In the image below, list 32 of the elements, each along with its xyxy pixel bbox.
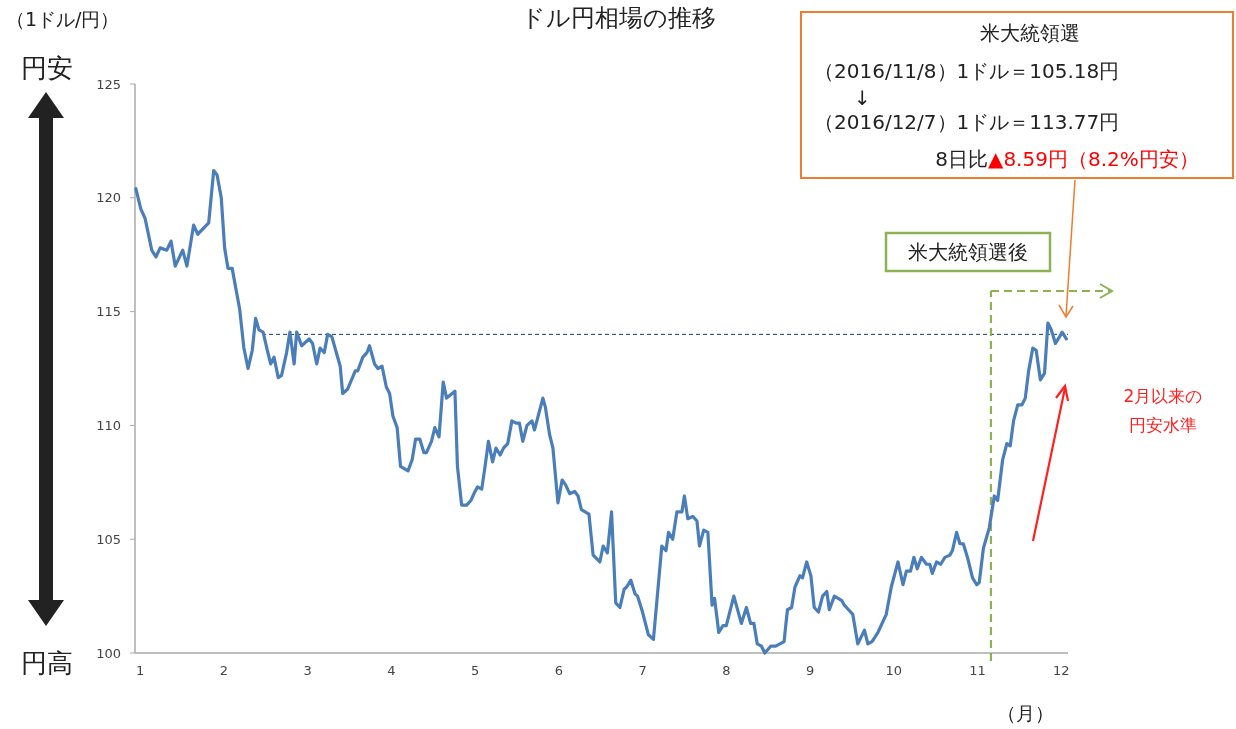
- y-axis-title: （1ドル/円）: [6, 8, 120, 30]
- x-tick-label: 4: [387, 663, 396, 678]
- y-tick-label: 110: [96, 417, 121, 433]
- y-tick-label: 100: [96, 645, 121, 661]
- text: 円高: [21, 648, 73, 678]
- x-axis-title: （月）: [996, 702, 1054, 724]
- x-tick-label: 11: [969, 663, 986, 678]
- annotation: ↓: [854, 86, 871, 110]
- text: （2016/11/8）1ドル＝105.18円: [814, 59, 1120, 83]
- x-tick-label: 9: [805, 663, 815, 678]
- x-tick-label: 5: [470, 663, 480, 678]
- x-tick-label: 1: [135, 663, 145, 678]
- text: 米大統領選: [980, 21, 1080, 45]
- annotation: ▲8.59円（8.2%円安）: [988, 147, 1199, 171]
- x-tick-label: 12: [1053, 663, 1070, 678]
- x-tick-label: 8: [722, 663, 731, 678]
- annotation: 8日比: [935, 147, 988, 171]
- y-tick-label: 125: [96, 76, 121, 92]
- text: 円安水準: [1129, 415, 1197, 435]
- ref-line-label: 米大統領選後: [908, 240, 1028, 264]
- y-tick-label: 120: [96, 190, 121, 206]
- y-tick-label: 115: [96, 304, 121, 320]
- x-tick-label: 3: [303, 663, 312, 678]
- x-tick-label: 2: [219, 663, 228, 678]
- text: 円安: [21, 53, 73, 83]
- x-tick-label: 6: [554, 663, 563, 678]
- y-tick-label: 105: [96, 531, 121, 547]
- chart-title: ドル円相場の推移: [520, 4, 716, 32]
- x-tick-label: 7: [638, 663, 647, 678]
- text: 2月以来の: [1123, 386, 1203, 406]
- annotation: （2016/12/7）1ドル＝113.77円: [814, 110, 1120, 134]
- x-tick-label: 10: [885, 663, 903, 678]
